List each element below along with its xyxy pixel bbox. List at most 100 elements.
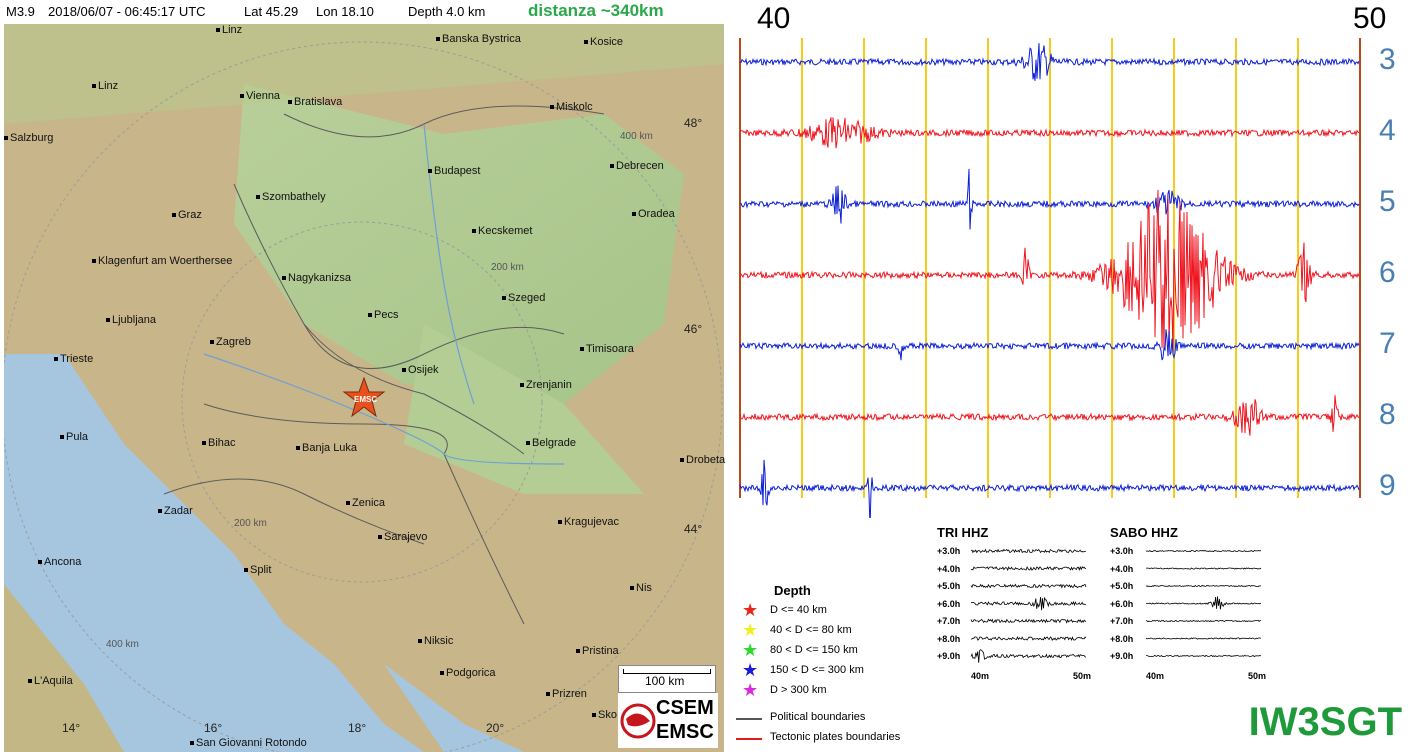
city-label: Graz xyxy=(172,209,202,221)
longitude-tick: 20° xyxy=(486,721,505,735)
city-label: Linz xyxy=(216,24,242,36)
city-label: San Giovanni Rotondo xyxy=(190,737,307,749)
mini-trace xyxy=(1145,596,1262,610)
city-label: Zenica xyxy=(346,497,385,509)
mini-x-start: 40m xyxy=(971,671,990,681)
mini-row-label: +3.0h xyxy=(1110,546,1134,556)
city-label: Ancona xyxy=(38,556,81,568)
scale-label: 100 km xyxy=(645,674,685,688)
city-label: Bihac xyxy=(202,437,236,449)
mini-trace xyxy=(1146,654,1262,658)
city-label: Szeged xyxy=(502,292,545,304)
depth-star-icon: ★ xyxy=(742,660,759,680)
mini-row-label: +6.0h xyxy=(1110,598,1134,609)
city-label: Bratislava xyxy=(288,96,342,108)
mini-trace xyxy=(970,618,1087,624)
legend-item-label: 40 < D <= 80 km xyxy=(770,624,852,636)
mini-x-end: 50m xyxy=(1073,671,1092,681)
city-label: Sko xyxy=(592,709,617,721)
distance-ring-label: 400 km xyxy=(106,639,139,650)
city-label: Drobeta xyxy=(680,454,725,466)
mini-trace xyxy=(1145,549,1261,553)
legend-boundary-label: Political boundaries xyxy=(770,711,866,723)
hour-label: 4 xyxy=(1379,114,1396,147)
legend-item-label: 150 < D <= 300 km xyxy=(770,664,864,676)
depth-star-icon: ★ xyxy=(742,600,759,620)
seismic-trace xyxy=(739,117,1360,149)
boundary-line-icon xyxy=(736,718,762,720)
mini-trace xyxy=(970,583,1087,589)
mini-plot-traces xyxy=(1145,549,1262,658)
seismic-trace xyxy=(739,168,1360,230)
legend-item-label: D <= 40 km xyxy=(770,604,827,616)
mini-row-label: +6.0h xyxy=(937,598,961,609)
longitude-tick: 18° xyxy=(348,721,367,735)
mini-row-label: +4.0h xyxy=(1110,563,1134,574)
city-label: Kecskemet xyxy=(472,225,532,237)
city-label: Zrenjanin xyxy=(520,379,572,391)
map-scale-bar: 100 km xyxy=(618,665,716,693)
event-header: M3.9 2018/06/07 - 06:45:17 UTC Lat 45.29… xyxy=(0,0,740,24)
distance-ring-label: 400 km xyxy=(620,131,653,142)
city-label: Zadar xyxy=(158,505,193,517)
helicorder-traces xyxy=(739,38,1361,518)
mini-x-start: 40m xyxy=(1146,671,1165,681)
time-end-label: 50 xyxy=(1353,2,1387,35)
city-label: Timisoara xyxy=(580,343,634,355)
mini-trace xyxy=(970,649,1087,663)
mini-trace xyxy=(1145,619,1261,623)
logo-text: CSEM xyxy=(656,697,714,719)
city-label: Ljubljana xyxy=(106,314,156,326)
csem-emsc-logo: CSEM EMSC xyxy=(618,693,718,748)
magnitude-label: M3.9 xyxy=(6,4,35,19)
city-label: Miskolc xyxy=(550,101,593,113)
helicorder: 40 50 3 4 5 6 7 8 9 xyxy=(735,0,1414,520)
sabo-hhz-plot: SABO HHZ +3.0h +4.0h +5.0h +6.0h +7.0h +8.0h +… xyxy=(1108,525,1268,685)
city-label: Oradea xyxy=(632,208,675,220)
latitude-label: Lat 45.29 xyxy=(244,4,299,19)
seismic-trace xyxy=(739,189,1360,354)
legend-item-label: D > 300 km xyxy=(770,684,827,696)
station-callsign: IW3SGT xyxy=(1248,700,1402,744)
city-label: Nis xyxy=(630,582,652,594)
depth-legend: Depth ★ D <= 40 km ★ 40 < D <= 80 km ★ 80 < D… xyxy=(730,575,940,750)
mini-trace xyxy=(1146,567,1262,570)
mini-plot-title: SABO HHZ xyxy=(1110,525,1178,540)
distance-ring-label: 200 km xyxy=(234,518,267,529)
city-label: Zagreb xyxy=(210,336,251,348)
seismic-trace xyxy=(739,329,1360,361)
legend-boundary-label: Tectonic plates boundaries xyxy=(770,731,901,743)
city-label: Pula xyxy=(60,431,88,443)
hour-label: 8 xyxy=(1379,398,1396,431)
seismic-trace xyxy=(739,43,1360,81)
city-label: Pecs xyxy=(368,309,398,321)
depth-star-icon: ★ xyxy=(742,680,759,700)
mini-trace xyxy=(970,596,1087,611)
city-label: Linz xyxy=(92,80,118,92)
legend-title: Depth xyxy=(774,583,811,598)
mini-x-end: 50m xyxy=(1248,671,1267,681)
depth-star-icon: ★ xyxy=(742,620,759,640)
epicenter-label: EMSC xyxy=(354,395,378,404)
mini-trace xyxy=(970,548,1087,554)
city-label: Niksic xyxy=(418,635,453,647)
mini-plot-traces xyxy=(970,548,1087,663)
mini-trace xyxy=(1145,584,1262,588)
boundary-line-icon xyxy=(736,738,762,740)
city-label: Kosice xyxy=(584,36,623,48)
city-label: Kragujevac xyxy=(558,516,619,528)
seismic-trace xyxy=(739,395,1360,436)
longitude-label: Lon 18.10 xyxy=(316,4,374,19)
longitude-tick: 16° xyxy=(204,721,223,735)
city-label: Klagenfurt am Woerthersee xyxy=(92,255,232,267)
city-label: Budapest xyxy=(428,165,480,177)
seismic-trace xyxy=(739,459,1360,518)
legend-item-label: 80 < D <= 150 km xyxy=(770,644,858,656)
datetime-label: 2018/06/07 - 06:45:17 UTC xyxy=(48,4,206,19)
city-label: Trieste xyxy=(54,353,93,365)
hour-label: 6 xyxy=(1379,256,1396,289)
city-label: Vienna xyxy=(240,90,280,102)
hour-label: 5 xyxy=(1379,185,1396,218)
city-label: Pristina xyxy=(576,645,619,657)
epicenter-map: Linz Linz Vienna Bratislava Banska Bystr… xyxy=(4,24,725,752)
